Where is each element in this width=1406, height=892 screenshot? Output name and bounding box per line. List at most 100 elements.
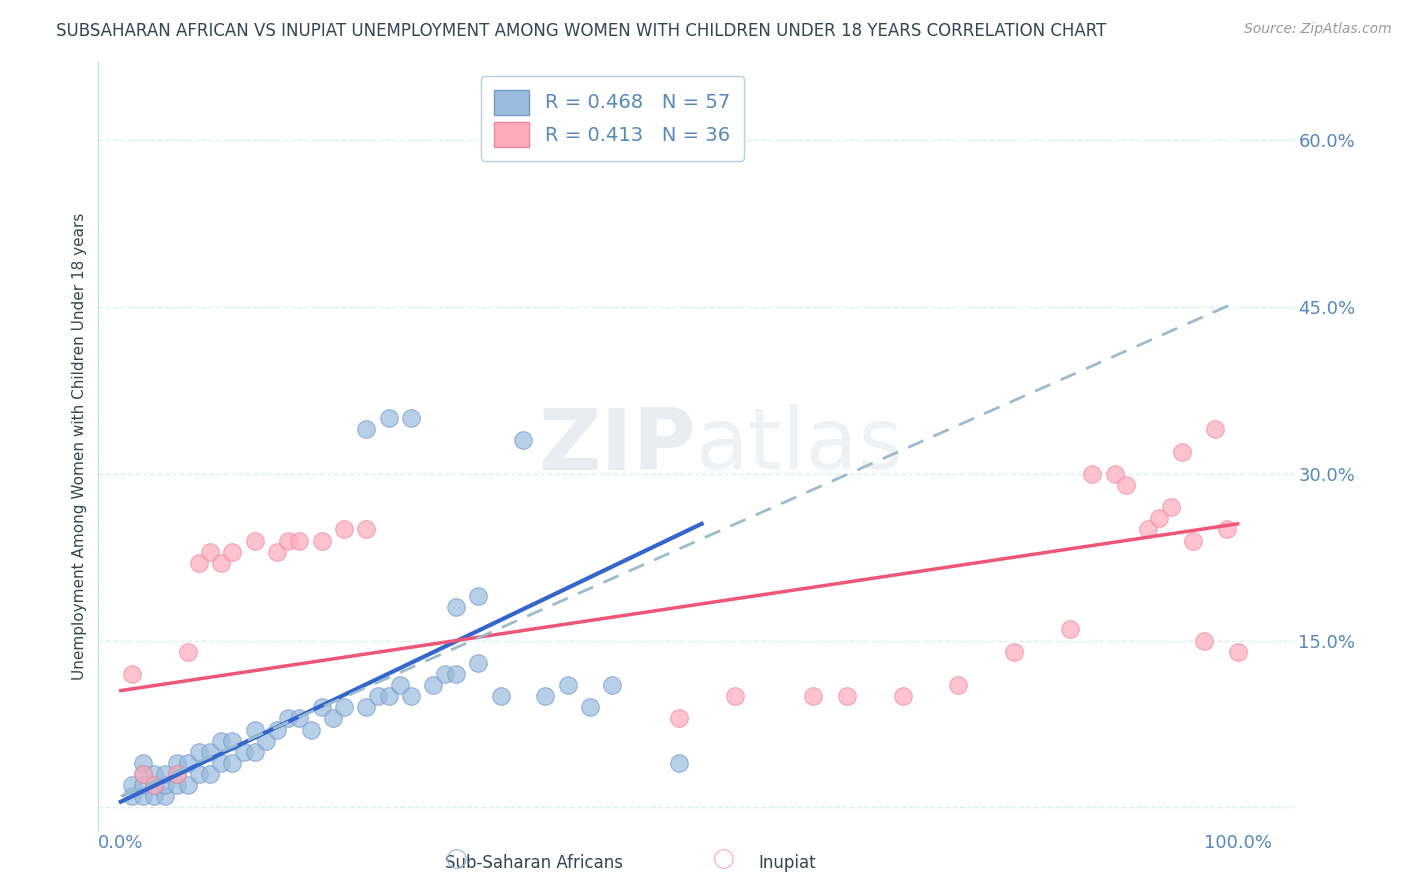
Point [166,756,188,770]
Point [333,700,356,714]
Point [266,544,288,558]
Point [209,733,232,747]
Point [399,689,422,703]
Point [311,700,333,714]
Point [187,767,209,781]
Point [467,589,489,603]
Point [121,778,143,792]
Point [1171,444,1194,458]
Point [277,711,299,725]
Point [187,556,209,570]
Point [322,711,344,725]
Point [579,700,602,714]
Point [166,767,188,781]
Point [143,789,166,804]
Y-axis label: Unemployment Among Women with Children Under 18 years: Unemployment Among Women with Children U… [72,212,87,680]
Point [132,756,155,770]
Point [356,522,378,536]
Text: SUBSAHARAN AFRICAN VS INUPIAT UNEMPLOYMENT AMONG WOMEN WITH CHILDREN UNDER 18 YE: SUBSAHARAN AFRICAN VS INUPIAT UNEMPLOYME… [56,22,1107,40]
Point [835,689,858,703]
Point [467,656,489,670]
Point [356,700,378,714]
Point [209,756,232,770]
Point [221,733,243,747]
Point [243,745,266,759]
Point [177,756,200,770]
Point [311,533,333,548]
Point [254,733,277,747]
Point [356,422,378,436]
Legend: R = 0.468   N = 57, R = 0.413   N = 36: R = 0.468 N = 57, R = 0.413 N = 36 [481,76,744,161]
Point [668,711,690,725]
Point [1002,645,1025,659]
Point [724,689,747,703]
Text: ◯: ◯ [446,849,468,869]
Point [378,689,401,703]
Point [132,789,155,804]
Point [444,667,467,681]
Point [121,789,143,804]
Point [299,723,322,737]
Point [1204,422,1226,436]
Point [198,544,221,558]
Text: Inupiat: Inupiat [759,855,815,872]
Point [143,778,166,792]
Point [155,767,177,781]
Point [600,678,623,692]
Point [444,600,467,615]
Point [378,411,401,425]
Point [221,544,243,558]
Point [132,767,155,781]
Point [143,767,166,781]
Point [198,767,221,781]
Point [891,689,914,703]
Point [1149,511,1171,525]
Point [132,767,155,781]
Point [266,723,288,737]
Point [512,434,534,448]
Point [1226,645,1249,659]
Point [1192,633,1215,648]
Point [155,789,177,804]
Point [557,678,579,692]
Point [333,522,356,536]
Point [534,689,557,703]
Point [288,533,311,548]
Point [166,767,188,781]
Point [132,778,155,792]
Point [668,756,690,770]
Point [143,778,166,792]
Point [232,745,254,759]
Point [1104,467,1126,481]
Point [166,778,188,792]
Point [388,678,411,692]
Point [1081,467,1104,481]
Text: ◯: ◯ [713,849,735,869]
Point [367,689,389,703]
Point [1182,533,1205,548]
Point [399,411,422,425]
Text: Source: ZipAtlas.com: Source: ZipAtlas.com [1244,22,1392,37]
Point [243,723,266,737]
Point [121,667,143,681]
Point [277,533,299,548]
Point [948,678,970,692]
Point [198,745,221,759]
Point [1115,478,1137,492]
Text: ZIP: ZIP [538,404,696,488]
Point [422,678,444,692]
Point [243,533,266,548]
Point [177,645,200,659]
Text: Sub-Saharan Africans: Sub-Saharan Africans [446,855,623,872]
Point [209,556,232,570]
Point [187,745,209,759]
Point [801,689,824,703]
Point [1160,500,1182,515]
Point [1059,623,1081,637]
Point [221,756,243,770]
Point [177,778,200,792]
Point [288,711,311,725]
Point [489,689,512,703]
Point [1137,522,1160,536]
Point [1215,522,1237,536]
